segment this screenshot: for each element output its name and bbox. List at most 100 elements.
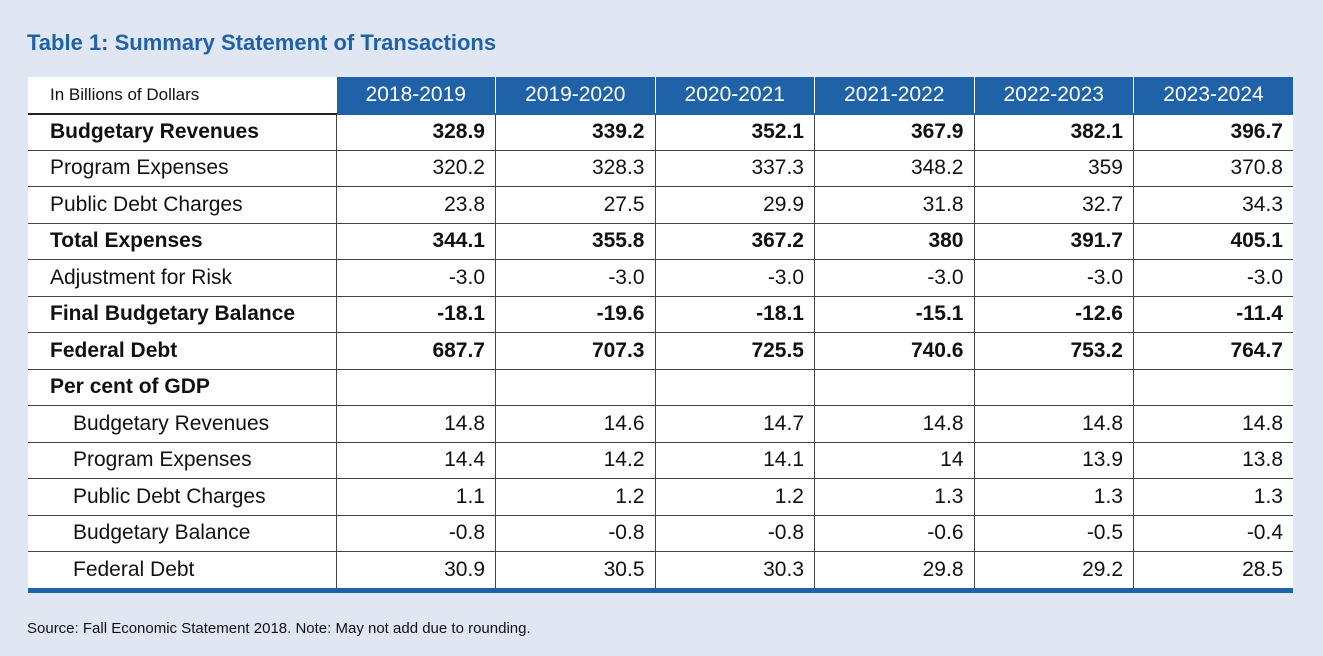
table-row: Budgetary Revenues 14.8 14.6 14.7 14.8 14.8 14… (28, 405, 1293, 443)
table-bottom-rule (28, 588, 1293, 593)
table-cell: 359 (973, 150, 1134, 187)
table-cell: 1.1 (335, 478, 496, 516)
column-header: 2021-2022 (814, 77, 974, 115)
table-cell: 14.1 (654, 442, 815, 479)
row-label: Federal Debt (28, 332, 336, 370)
row-label: Budgetary Revenues (28, 405, 336, 443)
table-cell: 29.2 (973, 551, 1134, 588)
source-note: Source: Fall Economic Statement 2018. No… (27, 620, 531, 637)
table-cell: 367.2 (654, 223, 815, 260)
table-cell: 382.1 (973, 113, 1134, 151)
table-cell: 339.2 (495, 113, 655, 151)
table-cell: 28.5 (1133, 551, 1293, 588)
table-cell: 687.7 (335, 332, 496, 370)
table-cell: 328.3 (495, 150, 655, 187)
table-cell: 320.2 (335, 150, 496, 187)
table-cell (814, 369, 974, 406)
row-label: Public Debt Charges (28, 478, 336, 516)
summary-table-container: In Billions of Dollars 2018-2019 2019-20… (28, 77, 1293, 593)
table-cell: -12.6 (973, 296, 1134, 333)
summary-table: In Billions of Dollars 2018-2019 2019-20… (28, 77, 1293, 588)
column-header: 2023-2024 (1133, 77, 1293, 115)
table-cell: 764.7 (1133, 332, 1293, 370)
table-cell: -3.0 (654, 259, 815, 297)
row-label: Adjustment for Risk (28, 259, 336, 297)
table-cell (335, 369, 496, 406)
table-cell: -3.0 (1133, 259, 1293, 297)
table-cell: 1.3 (1133, 478, 1293, 516)
table-cell: 367.9 (814, 113, 974, 151)
row-label: Federal Debt (73, 558, 195, 581)
table-cell: 391.7 (973, 223, 1134, 260)
table-cell: 27.5 (495, 186, 655, 224)
table-cell: 370.8 (1133, 150, 1293, 187)
table-cell: 14.8 (335, 405, 496, 443)
row-label: Per cent of GDP (28, 369, 336, 406)
row-label: Budgetary Revenues (28, 113, 336, 151)
table-cell: 14.7 (654, 405, 815, 443)
table-cell: 23.8 (335, 186, 496, 224)
table-cell: 1.3 (973, 478, 1134, 516)
table-cell: 344.1 (335, 223, 496, 260)
table-cell: -0.4 (1133, 515, 1293, 552)
table-cell: -0.6 (814, 515, 974, 552)
table-cell: 31.8 (814, 186, 974, 224)
table-cell: 34.3 (1133, 186, 1293, 224)
table-cell: 30.5 (495, 551, 655, 588)
table-cell (973, 369, 1134, 406)
table-row: Federal Debt 687.7 707.3 725.5 740.6 753.2 764… (28, 332, 1293, 370)
row-label: Program Expenses (28, 442, 336, 479)
table-cell: -18.1 (335, 296, 496, 333)
row-label: Budgetary Balance (28, 515, 336, 552)
table-row: Final Budgetary Balance -18.1 -19.6 -18.1 -1… (28, 296, 1293, 333)
table-cell: -11.4 (1133, 296, 1293, 333)
table-cell: 30.3 (654, 551, 815, 588)
table-cell (1133, 369, 1293, 406)
table-cell: 337.3 (654, 150, 815, 187)
table-cell: 380 (814, 223, 974, 260)
table-cell: -0.8 (495, 515, 655, 552)
table-cell: 14.6 (495, 405, 655, 443)
table-cell: 32.7 (973, 186, 1134, 224)
table-cell (654, 369, 815, 406)
table-cell: 707.3 (495, 332, 655, 370)
table-cell: 348.2 (814, 150, 974, 187)
table-cell: 14.8 (973, 405, 1134, 443)
table-cell: 1.3 (814, 478, 974, 516)
table-cell: 355.8 (495, 223, 655, 260)
table-row: Federal Debt 30.9 30.5 30.3 29.8 29.2 28.5 (28, 551, 1293, 588)
table-cell: -3.0 (335, 259, 496, 297)
table-row: Adjustment for Risk -3.0 -3.0 -3.0 -3.0 -3.0-… (28, 259, 1293, 297)
table-cell: -19.6 (495, 296, 655, 333)
table-cell: 14.2 (495, 442, 655, 479)
table-cell: 396.7 (1133, 113, 1293, 151)
row-label: Public Debt Charges (28, 186, 336, 224)
table-cell: -15.1 (814, 296, 974, 333)
table-cell: -0.5 (973, 515, 1134, 552)
table-row: Program Expenses 14.4 14.2 14.1 14 13.9 13.8 (28, 442, 1293, 479)
table-cell: 29.8 (814, 551, 974, 588)
column-header: 2019-2020 (495, 77, 655, 115)
table-cell: -0.8 (335, 515, 496, 552)
table-cell: -0.8 (654, 515, 815, 552)
table-cell: 14 (814, 442, 974, 479)
table-cell: 725.5 (654, 332, 815, 370)
row-label: Final Budgetary Balance (28, 296, 336, 333)
table-cell: 352.1 (654, 113, 815, 151)
units-label: In Billions of Dollars (28, 77, 336, 115)
table-cell: 1.2 (654, 478, 815, 516)
column-header: 2020-2021 (654, 77, 815, 115)
table-cell: 30.9 (335, 551, 496, 588)
row-label: Total Expenses (28, 223, 336, 260)
header-row: In Billions of Dollars 2018-2019 2019-20… (28, 77, 1293, 115)
table-cell: 405.1 (1133, 223, 1293, 260)
column-header: 2018-2019 (335, 77, 496, 115)
table-cell: 740.6 (814, 332, 974, 370)
table-title: Table 1: Summary Statement of Transactio… (27, 30, 497, 55)
table-cell: 328.9 (335, 113, 496, 151)
table-cell: -3.0 (973, 259, 1134, 297)
table-cell: 13.8 (1133, 442, 1293, 479)
row-label: Program Expenses (28, 150, 336, 187)
table-cell: 14.4 (335, 442, 496, 479)
table-row: Budgetary Balance -0.8 -0.8 -0.8 -0.6 -0.5 -0.… (28, 515, 1293, 552)
